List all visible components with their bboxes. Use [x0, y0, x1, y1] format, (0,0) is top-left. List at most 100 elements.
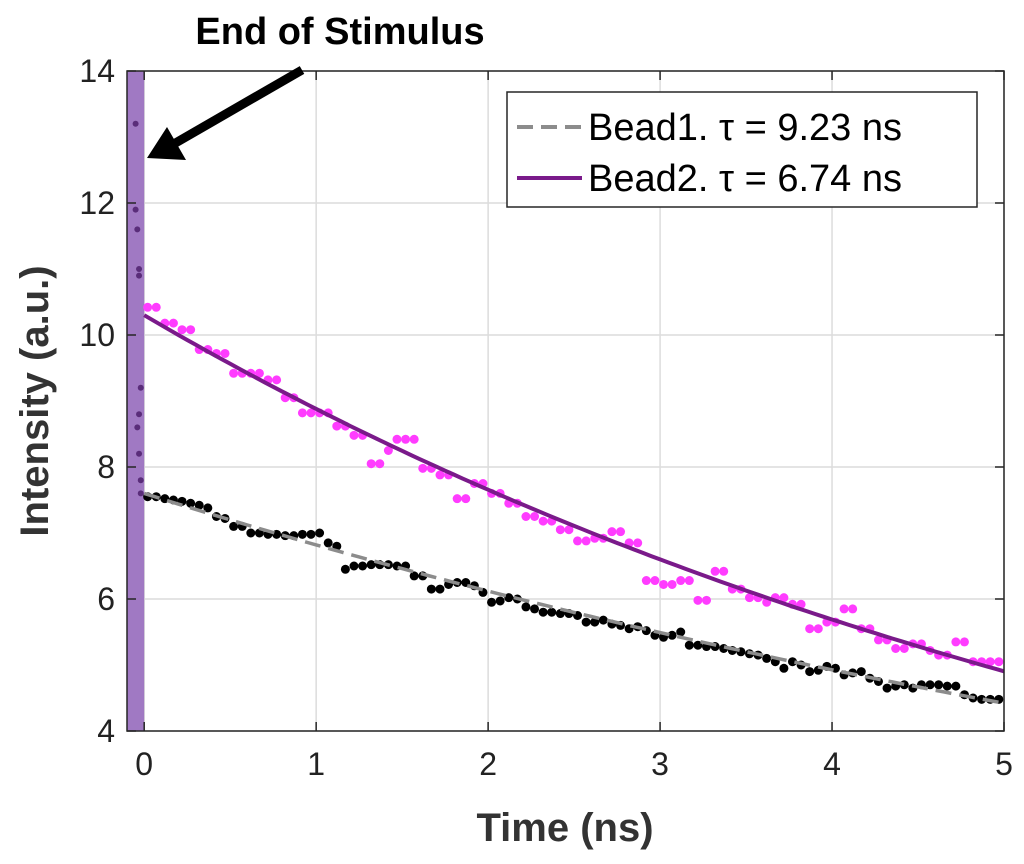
annotation-arrow-shaft	[169, 66, 305, 149]
bead1-fit-line	[143, 491, 1005, 705]
bead1-data-point	[358, 561, 368, 571]
bead2-data-point	[676, 576, 686, 586]
bead1-data-point	[590, 617, 600, 627]
bead2-data-point	[555, 525, 565, 535]
y-tick-label: 4	[97, 713, 115, 749]
bead1-data-point	[925, 680, 935, 690]
bead2-data-point	[573, 536, 583, 546]
bead2-data-point	[813, 624, 823, 634]
bead1-data-point	[977, 694, 987, 704]
bead2-data-point	[719, 566, 729, 576]
bead1-data-point	[882, 683, 892, 693]
bead2-data-point	[985, 657, 995, 667]
bead1-data-point	[521, 602, 531, 612]
bead2-data-point	[839, 604, 849, 614]
bead1-data-point	[762, 653, 772, 663]
bead2-data-point	[530, 512, 540, 521]
bead2-data-point	[151, 302, 161, 312]
bead1-data-point	[693, 640, 703, 650]
end-of-stimulus-annotation: End of Stimulus	[195, 11, 484, 53]
stimulus-data-point	[136, 450, 143, 457]
bead1-data-point	[530, 604, 540, 614]
y-tick-label: 12	[79, 185, 115, 221]
stimulus-data-point	[132, 206, 139, 213]
stimulus-data-point	[137, 384, 144, 391]
legend-label-bead1: Bead1. τ = 9.23 ns	[588, 107, 902, 149]
x-tick-label: 2	[479, 746, 497, 782]
bead2-data-point	[229, 368, 239, 378]
stimulus-data-point	[136, 266, 143, 272]
bead2-data-point	[409, 434, 419, 444]
bead1-data-point	[487, 597, 497, 607]
x-tick-label: 1	[307, 746, 325, 782]
bead1-data-point	[787, 657, 797, 667]
bead2-data-point	[254, 368, 264, 378]
bead1-data-point	[194, 500, 204, 510]
stimulus-data-point	[134, 424, 141, 431]
bead1-data-point	[934, 680, 944, 690]
bead1-data-point	[203, 503, 213, 513]
bead1-data-point	[349, 561, 359, 571]
bead2-data-point	[186, 325, 196, 335]
bead2-data-point	[452, 494, 462, 504]
y-tick-label: 10	[79, 317, 115, 353]
stimulus-data-point	[136, 411, 143, 418]
data-points	[132, 120, 1004, 704]
bead1-data-point	[495, 596, 505, 606]
bead2-data-point	[805, 624, 815, 634]
bead2-data-point	[272, 375, 282, 385]
bead1-data-point	[306, 529, 316, 539]
bead1-data-point	[426, 584, 436, 594]
bead2-data-point	[564, 525, 574, 535]
bead2-data-point	[641, 576, 651, 586]
bead2-data-point	[538, 516, 548, 526]
legend-label-bead2: Bead2. τ = 6.74 ns	[588, 158, 902, 200]
bead1-data-point	[297, 529, 307, 539]
x-tick-label: 0	[135, 746, 153, 782]
bead1-data-point	[340, 564, 350, 574]
bead1-data-point	[684, 640, 694, 650]
bead2-data-point	[959, 637, 969, 647]
bead1-data-point	[435, 584, 445, 594]
bead1-data-point	[323, 538, 333, 548]
bead2-data-point	[899, 644, 909, 653]
bead2-data-point	[659, 579, 669, 589]
bead2-data-point	[366, 459, 376, 469]
x-tick-label: 5	[995, 746, 1013, 782]
bead1-data-point	[538, 607, 548, 617]
bead2-data-point	[461, 494, 471, 504]
stimulus-band	[127, 71, 145, 731]
bead2-data-point	[375, 459, 385, 469]
bead1-data-point	[315, 528, 325, 538]
bead2-data-point	[779, 593, 789, 603]
bead2-data-point	[650, 576, 660, 586]
bead1-data-point	[779, 663, 789, 673]
bead2-data-point	[392, 434, 402, 444]
bead2-data-point	[873, 635, 883, 645]
annotation-arrow-head	[147, 127, 186, 160]
annotation-arrow	[147, 66, 305, 160]
bead2-data-point	[994, 657, 1004, 667]
bead2-data-point	[616, 527, 626, 537]
bead1-data-point	[805, 667, 815, 677]
bead1-data-point	[856, 667, 866, 677]
bead2-data-point	[684, 576, 694, 586]
bead2-data-point	[383, 446, 393, 455]
x-axis-label: Time (ns)	[476, 806, 653, 850]
bead1-data-point	[366, 560, 376, 570]
bead1-data-point	[504, 593, 514, 603]
bead1-data-point	[598, 615, 608, 625]
bead1-data-point	[229, 521, 239, 531]
bead2-data-point	[633, 538, 643, 548]
bead1-data-point	[409, 571, 419, 581]
bead2-data-point	[306, 408, 316, 418]
x-tick-label: 4	[823, 746, 841, 782]
x-tick-label: 3	[651, 746, 669, 782]
legend: Bead1. τ = 9.23 ns Bead2. τ = 6.74 ns	[506, 91, 978, 208]
bead1-data-point	[942, 681, 952, 691]
stimulus-data-point	[137, 477, 144, 484]
bead2-data-point	[297, 408, 307, 418]
bead2-data-point	[349, 430, 359, 440]
